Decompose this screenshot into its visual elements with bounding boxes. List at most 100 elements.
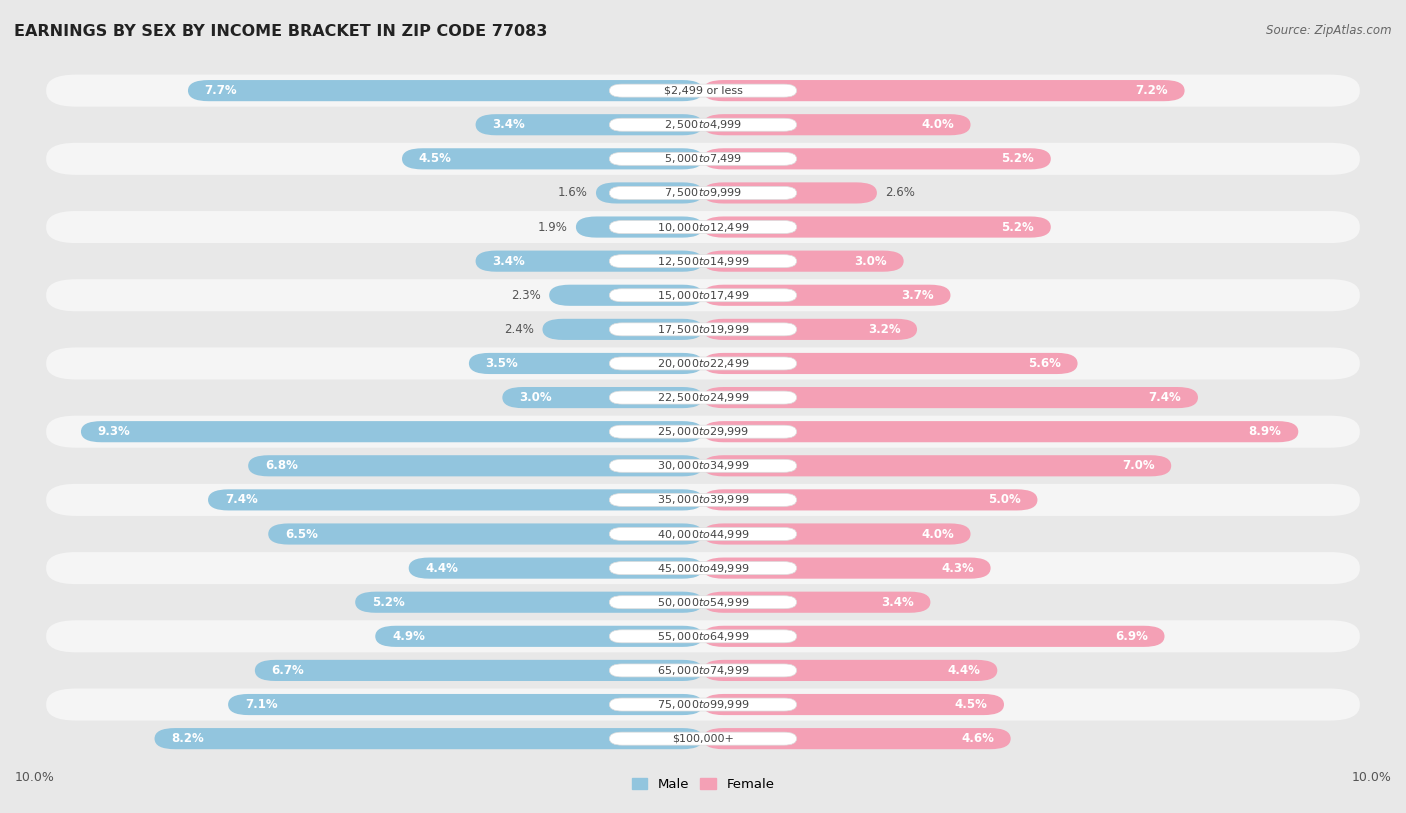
Text: $17,500 to $19,999: $17,500 to $19,999: [657, 323, 749, 336]
Text: 3.2%: 3.2%: [868, 323, 900, 336]
FancyBboxPatch shape: [609, 152, 797, 165]
Text: 5.0%: 5.0%: [988, 493, 1021, 506]
FancyBboxPatch shape: [703, 353, 1077, 374]
FancyBboxPatch shape: [254, 660, 703, 681]
FancyBboxPatch shape: [609, 391, 797, 404]
FancyBboxPatch shape: [609, 357, 797, 370]
FancyBboxPatch shape: [402, 148, 703, 169]
Text: $35,000 to $39,999: $35,000 to $39,999: [657, 493, 749, 506]
Text: 2.4%: 2.4%: [505, 323, 534, 336]
FancyBboxPatch shape: [46, 415, 1360, 448]
Text: 5.2%: 5.2%: [373, 596, 405, 609]
FancyBboxPatch shape: [703, 114, 970, 135]
Text: 3.0%: 3.0%: [519, 391, 551, 404]
Text: 2.3%: 2.3%: [512, 289, 541, 302]
Text: $2,499 or less: $2,499 or less: [664, 85, 742, 96]
Text: $45,000 to $49,999: $45,000 to $49,999: [657, 562, 749, 575]
Text: 9.3%: 9.3%: [97, 425, 131, 438]
Text: 7.4%: 7.4%: [1149, 391, 1181, 404]
Text: $40,000 to $44,999: $40,000 to $44,999: [657, 528, 749, 541]
FancyBboxPatch shape: [703, 558, 991, 579]
FancyBboxPatch shape: [609, 733, 797, 746]
FancyBboxPatch shape: [46, 75, 1360, 107]
Text: 4.5%: 4.5%: [419, 152, 451, 165]
Text: 8.2%: 8.2%: [172, 733, 204, 746]
FancyBboxPatch shape: [46, 177, 1360, 209]
FancyBboxPatch shape: [609, 289, 797, 302]
FancyBboxPatch shape: [596, 182, 703, 203]
FancyBboxPatch shape: [703, 660, 997, 681]
FancyBboxPatch shape: [208, 489, 703, 511]
Text: 4.4%: 4.4%: [426, 562, 458, 575]
FancyBboxPatch shape: [609, 664, 797, 677]
FancyBboxPatch shape: [703, 80, 1185, 101]
Text: 8.9%: 8.9%: [1249, 425, 1282, 438]
FancyBboxPatch shape: [46, 620, 1360, 652]
Text: $75,000 to $99,999: $75,000 to $99,999: [657, 698, 749, 711]
Text: $10,000 to $12,499: $10,000 to $12,499: [657, 220, 749, 233]
Text: $30,000 to $34,999: $30,000 to $34,999: [657, 459, 749, 472]
FancyBboxPatch shape: [703, 694, 1004, 715]
FancyBboxPatch shape: [46, 279, 1360, 311]
Text: $5,000 to $7,499: $5,000 to $7,499: [664, 152, 742, 165]
Text: 6.7%: 6.7%: [271, 664, 304, 677]
Text: 7.7%: 7.7%: [205, 84, 238, 97]
FancyBboxPatch shape: [82, 421, 703, 442]
FancyBboxPatch shape: [46, 586, 1360, 618]
FancyBboxPatch shape: [46, 246, 1360, 277]
FancyBboxPatch shape: [46, 347, 1360, 380]
FancyBboxPatch shape: [609, 528, 797, 541]
Text: 3.5%: 3.5%: [485, 357, 519, 370]
Text: $50,000 to $54,999: $50,000 to $54,999: [657, 596, 749, 609]
FancyBboxPatch shape: [155, 728, 703, 750]
FancyBboxPatch shape: [46, 313, 1360, 346]
FancyBboxPatch shape: [703, 489, 1038, 511]
FancyBboxPatch shape: [46, 211, 1360, 243]
Text: 4.5%: 4.5%: [955, 698, 987, 711]
Text: 3.4%: 3.4%: [492, 118, 524, 131]
FancyBboxPatch shape: [703, 182, 877, 203]
FancyBboxPatch shape: [609, 118, 797, 131]
Text: $65,000 to $74,999: $65,000 to $74,999: [657, 664, 749, 677]
FancyBboxPatch shape: [46, 518, 1360, 550]
FancyBboxPatch shape: [609, 84, 797, 97]
Text: 7.2%: 7.2%: [1135, 84, 1168, 97]
Text: EARNINGS BY SEX BY INCOME BRACKET IN ZIP CODE 77083: EARNINGS BY SEX BY INCOME BRACKET IN ZIP…: [14, 24, 547, 39]
Text: $22,500 to $24,999: $22,500 to $24,999: [657, 391, 749, 404]
FancyBboxPatch shape: [46, 143, 1360, 175]
Text: 5.2%: 5.2%: [1001, 220, 1033, 233]
FancyBboxPatch shape: [46, 109, 1360, 141]
FancyBboxPatch shape: [46, 484, 1360, 516]
FancyBboxPatch shape: [46, 689, 1360, 720]
FancyBboxPatch shape: [228, 694, 703, 715]
FancyBboxPatch shape: [502, 387, 703, 408]
FancyBboxPatch shape: [46, 723, 1360, 754]
FancyBboxPatch shape: [609, 596, 797, 609]
Text: 3.4%: 3.4%: [882, 596, 914, 609]
FancyBboxPatch shape: [576, 216, 703, 237]
Text: $2,500 to $4,999: $2,500 to $4,999: [664, 118, 742, 131]
FancyBboxPatch shape: [475, 114, 703, 135]
FancyBboxPatch shape: [188, 80, 703, 101]
Text: 6.5%: 6.5%: [285, 528, 318, 541]
Text: $25,000 to $29,999: $25,000 to $29,999: [657, 425, 749, 438]
FancyBboxPatch shape: [703, 455, 1171, 476]
Text: 4.0%: 4.0%: [921, 118, 953, 131]
FancyBboxPatch shape: [609, 459, 797, 472]
FancyBboxPatch shape: [46, 450, 1360, 482]
Text: 7.1%: 7.1%: [245, 698, 277, 711]
FancyBboxPatch shape: [609, 630, 797, 643]
Text: 1.6%: 1.6%: [558, 186, 588, 199]
FancyBboxPatch shape: [609, 425, 797, 438]
FancyBboxPatch shape: [46, 654, 1360, 686]
Text: 7.0%: 7.0%: [1122, 459, 1154, 472]
Text: 4.0%: 4.0%: [921, 528, 953, 541]
FancyBboxPatch shape: [550, 285, 703, 306]
FancyBboxPatch shape: [703, 524, 970, 545]
Legend: Male, Female: Male, Female: [626, 772, 780, 796]
FancyBboxPatch shape: [375, 626, 703, 647]
Text: Source: ZipAtlas.com: Source: ZipAtlas.com: [1267, 24, 1392, 37]
Text: $20,000 to $22,499: $20,000 to $22,499: [657, 357, 749, 370]
FancyBboxPatch shape: [609, 186, 797, 199]
FancyBboxPatch shape: [703, 216, 1050, 237]
